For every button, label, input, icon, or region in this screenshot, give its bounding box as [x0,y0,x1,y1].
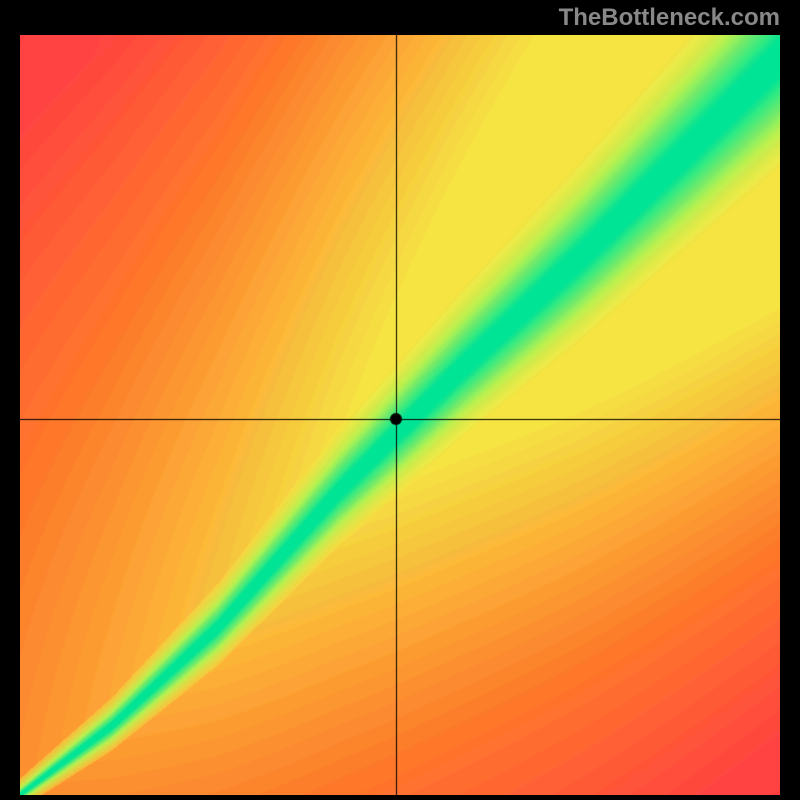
plot-area [20,35,780,780]
heatmap-canvas [20,35,780,795]
chart-container: TheBottleneck.com [0,0,800,800]
watermark-text: TheBottleneck.com [559,4,780,32]
